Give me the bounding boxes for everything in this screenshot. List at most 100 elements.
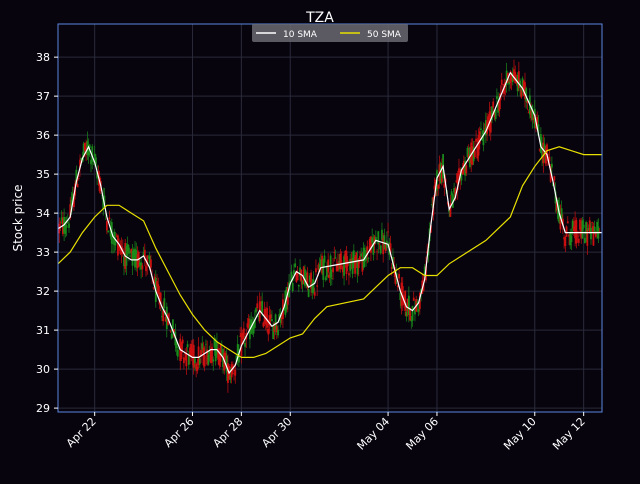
candle-body	[82, 143, 85, 157]
candle-body	[338, 261, 341, 263]
candle-body	[76, 184, 79, 188]
candle-body	[542, 142, 545, 164]
candle-body	[341, 266, 344, 273]
candle-body	[302, 266, 305, 285]
candle-body	[163, 298, 166, 308]
candle-body	[200, 349, 202, 357]
candle-body	[140, 262, 143, 270]
candle-body	[583, 237, 586, 244]
candle-body	[296, 273, 299, 281]
candle-body	[295, 270, 298, 282]
candle-body	[257, 316, 260, 318]
candle-body	[371, 237, 374, 243]
candle-body	[219, 344, 222, 362]
candle-body	[118, 245, 121, 248]
candle-body	[267, 329, 270, 335]
candle-body	[98, 176, 101, 192]
candle-body	[108, 217, 111, 220]
candle-body	[299, 267, 301, 276]
candle-body	[290, 271, 293, 281]
candle-body	[263, 308, 266, 323]
candle-body	[272, 326, 275, 340]
candle-body	[433, 185, 436, 190]
candle-body	[448, 209, 451, 213]
candle-body	[509, 77, 512, 83]
candle-body	[472, 147, 475, 162]
candle-body	[197, 346, 200, 366]
candle-body	[214, 341, 217, 362]
candle-body	[464, 160, 466, 176]
candle-body	[581, 220, 584, 239]
candle-body	[322, 259, 325, 280]
candle-body	[381, 229, 383, 240]
candle-body	[90, 160, 92, 165]
candle-body	[384, 244, 387, 252]
candle-body	[329, 255, 332, 278]
candle-body	[229, 375, 232, 380]
candle-body	[130, 248, 133, 254]
candle-body	[102, 197, 105, 209]
candle-body	[234, 369, 237, 376]
candle-body	[423, 266, 426, 276]
candle-body	[422, 283, 425, 292]
candle-body	[453, 188, 455, 193]
y-tick-label: 30	[36, 363, 50, 376]
candle-body	[455, 180, 458, 183]
candle-body	[161, 316, 163, 318]
candle-body	[294, 263, 297, 268]
candle-body	[549, 166, 552, 182]
candle-body	[107, 231, 110, 232]
candle-body	[480, 128, 482, 131]
candle-body	[103, 195, 106, 205]
candle-body	[493, 111, 496, 118]
candle-body	[134, 248, 136, 268]
candle-body	[65, 225, 68, 228]
candle-body	[236, 344, 239, 358]
candle-body	[227, 363, 229, 383]
candle-body	[307, 289, 310, 297]
candle-body	[280, 317, 283, 320]
candle-body	[374, 236, 377, 242]
candle-body	[175, 340, 178, 348]
candle-body	[260, 301, 262, 306]
candle-body	[437, 184, 440, 189]
candle-body	[539, 134, 542, 153]
candle-body	[420, 289, 422, 293]
candle-body	[465, 165, 468, 174]
candle-body	[330, 278, 333, 279]
candle-body	[527, 111, 530, 113]
candle-body	[323, 255, 326, 263]
candle-body	[181, 339, 184, 344]
candle-body	[466, 147, 469, 158]
candle-body	[461, 169, 464, 174]
candle-body	[522, 80, 525, 96]
candle-body	[491, 106, 493, 121]
y-tick-label: 34	[36, 207, 50, 220]
candle-body	[218, 351, 221, 366]
candle-body	[343, 256, 345, 276]
candle-body	[585, 222, 588, 235]
candle-body	[548, 156, 551, 162]
candle-body	[271, 319, 273, 322]
candle-body	[406, 298, 409, 312]
candle-body	[319, 259, 322, 266]
candle-body	[450, 191, 453, 196]
candle-body	[568, 234, 570, 237]
candle-body	[268, 315, 271, 326]
candle-body	[207, 354, 210, 365]
candle-body	[404, 290, 407, 311]
candle-body	[360, 253, 363, 257]
candle-body	[146, 255, 149, 266]
candle-body	[561, 218, 564, 226]
candle-body	[147, 257, 150, 258]
candle-body	[563, 237, 566, 240]
y-tick-label: 36	[36, 129, 50, 142]
candle-body	[367, 257, 370, 259]
y-tick-label: 31	[36, 324, 50, 337]
candle-body	[370, 236, 372, 253]
candle-body	[143, 249, 146, 261]
candle-body	[532, 118, 535, 120]
candle-body	[405, 311, 408, 317]
candle-body	[333, 252, 336, 254]
